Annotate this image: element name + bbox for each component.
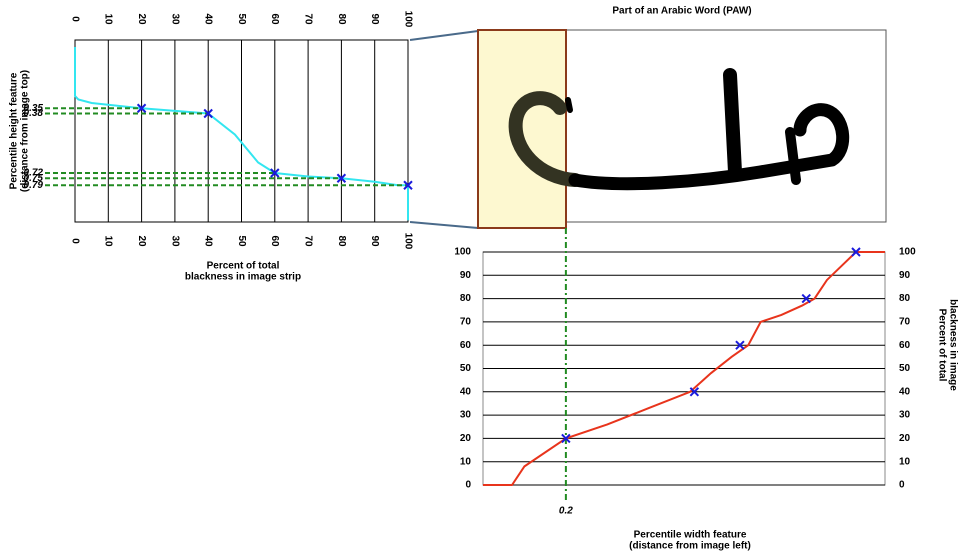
- y2-tick-label: 40: [899, 386, 911, 397]
- x-tick-label: 50: [236, 13, 247, 25]
- x-axis-title: (distance from image left): [629, 541, 751, 552]
- y2-tick-label: 30: [899, 410, 911, 421]
- y2-axis-title: Percent of total: [936, 309, 947, 382]
- x-tick-label: 20: [136, 13, 147, 25]
- x-tick-label: 10: [103, 235, 114, 247]
- x-tick-label: 40: [203, 235, 214, 247]
- y-tick-label: 50: [460, 363, 472, 374]
- x-tick-label: 100: [402, 11, 413, 28]
- x-tick-label: 90: [369, 235, 380, 247]
- y-axis-title: Percentile height feature: [9, 72, 20, 189]
- x-tick-label: 80: [336, 13, 347, 25]
- zoom-connector: [410, 31, 478, 40]
- y2-tick-label: 60: [899, 340, 911, 351]
- y-tick-label: 90: [460, 270, 472, 281]
- x-tick-label: 100: [402, 233, 413, 250]
- y-tick-label: 10: [460, 456, 472, 467]
- y2-axis-title: blackness in image: [947, 299, 958, 391]
- y2-tick-label: 10: [899, 456, 911, 467]
- figure: Part of an Arabic Word (PAW) 0 0 10 10 20 20 3…: [0, 0, 959, 560]
- x-axis-title: Percent of total: [207, 261, 280, 272]
- x-tick-label: 60: [269, 235, 280, 247]
- x-tick-label: 0: [69, 238, 80, 244]
- x-axis-title: blackness in image strip: [185, 272, 301, 283]
- x-tick-label: 40: [203, 13, 214, 25]
- page: Part of an Arabic Word (PAW) 0 0 10 10 20 20 3…: [0, 0, 959, 560]
- y-tick-label: 60: [460, 340, 472, 351]
- x-tick-label: 0: [69, 16, 80, 22]
- y-tick-label: 40: [460, 386, 472, 397]
- y-tick-label: 30: [460, 410, 472, 421]
- y-tick-label: 100: [454, 247, 471, 258]
- y-tick-label: 0: [465, 480, 471, 491]
- x-tick-label: 50: [236, 235, 247, 247]
- x-tick-label: 70: [302, 235, 313, 247]
- zoom-connector: [410, 222, 478, 228]
- x-tick-label: 30: [169, 235, 180, 247]
- y-tick-label: 80: [460, 293, 472, 304]
- y2-tick-label: 70: [899, 317, 911, 328]
- x-tick-label: 0.2: [559, 506, 573, 517]
- y-tick-label: 20: [460, 433, 472, 444]
- x-tick-label: 20: [136, 235, 147, 247]
- y2-tick-label: 100: [899, 247, 916, 258]
- x-tick-label: 90: [369, 13, 380, 25]
- y2-tick-label: 90: [899, 270, 911, 281]
- y2-tick-label: 50: [899, 363, 911, 374]
- x-tick-label: 80: [336, 235, 347, 247]
- y-axis-title: (distance from image top): [20, 70, 31, 192]
- x-tick-label: 10: [103, 13, 114, 25]
- x-tick-label: 60: [269, 13, 280, 25]
- x-tick-label: 30: [169, 13, 180, 25]
- image-title: Part of an Arabic Word (PAW): [612, 6, 751, 17]
- y2-tick-label: 80: [899, 293, 911, 304]
- y2-tick-label: 0: [899, 480, 905, 491]
- y2-tick-label: 20: [899, 433, 911, 444]
- x-axis-title: Percentile width feature: [634, 530, 747, 541]
- y-tick-label: 70: [460, 317, 472, 328]
- x-tick-label: 70: [302, 13, 313, 25]
